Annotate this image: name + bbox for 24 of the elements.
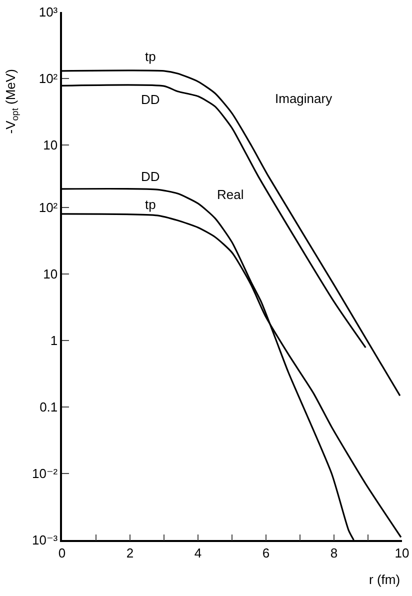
series-label: tp bbox=[145, 49, 156, 64]
x-tick-label: 4 bbox=[194, 545, 202, 560]
line-series bbox=[62, 84, 366, 348]
series-label: tp bbox=[145, 197, 156, 212]
x-axis-title: r (fm) bbox=[369, 572, 400, 587]
series-label: DD bbox=[141, 92, 160, 107]
y-tick-label: 10⁻² bbox=[32, 466, 58, 482]
x-tick-label: 8 bbox=[330, 545, 338, 560]
x-tick-label: 6 bbox=[262, 545, 270, 560]
series-label: DD bbox=[141, 169, 160, 184]
y-tick-label: 1 bbox=[50, 333, 58, 348]
x-tick-label: 10 bbox=[394, 545, 410, 560]
y-tick-label: 10 bbox=[43, 138, 58, 153]
annotation: Real bbox=[217, 187, 244, 202]
x-tick-label: 2 bbox=[126, 545, 134, 560]
y-tick-label: 10² bbox=[38, 200, 58, 216]
y-tick-label: 0.1 bbox=[40, 400, 58, 415]
y-tick-label: 10 bbox=[43, 266, 58, 282]
x-tick-label: 0 bbox=[58, 545, 66, 560]
y-tick-label: 10² bbox=[38, 71, 58, 86]
annotation: Imaginary bbox=[275, 91, 333, 106]
line-series bbox=[62, 70, 401, 396]
y-tick-label: 10⁻³ bbox=[32, 532, 58, 548]
y-tick-label: 10³ bbox=[38, 4, 58, 20]
